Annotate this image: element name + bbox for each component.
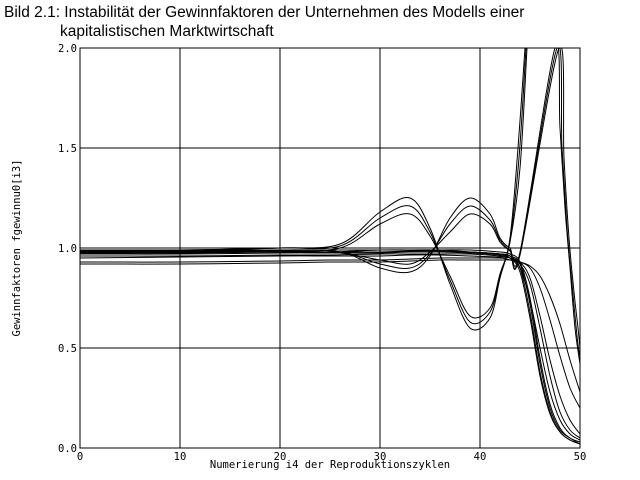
y-tick-label: 0.0 (58, 443, 77, 455)
series-line-1 (80, 249, 580, 443)
y-tick-label: 1.5 (58, 143, 77, 155)
series-line-8 (80, 257, 580, 409)
series-line-7 (80, 254, 580, 435)
series-line-9 (80, 259, 580, 393)
series-line-10 (80, 48, 526, 331)
x-axis-label: Numerierung i4 der Reproduktionszyklen (210, 459, 450, 471)
series-line-4 (80, 250, 580, 445)
series-line-5 (80, 251, 580, 441)
series-group (80, 48, 580, 445)
x-tick-label: 50 (574, 451, 587, 463)
y-tick-label: 0.5 (58, 343, 77, 355)
series-line-15 (80, 48, 580, 349)
chart-title-line-1: Bild 2.1: Instabilität der Gewinnfaktore… (4, 4, 525, 21)
series-line-3 (80, 249, 580, 445)
x-tick-label: 0 (77, 451, 83, 463)
series-line-11 (80, 48, 527, 325)
series-line-14 (80, 48, 580, 359)
x-tick-label: 10 (174, 451, 187, 463)
x-tick-label: 30 (374, 451, 387, 463)
series-line-12 (80, 48, 528, 319)
y-axis-label: Gewinnfaktoren fgewinnu0[i3] (11, 159, 23, 336)
chart-title: Bild 2.1: Instabilität der Gewinnfaktore… (4, 3, 524, 41)
series-line-6 (80, 253, 580, 439)
y-tick-label: 2.0 (58, 43, 77, 55)
y-tick-labels: 0.0 0.5 1.0 1.5 2.0 (58, 43, 77, 455)
plot-frame (79, 47, 581, 449)
series-line-13 (80, 48, 580, 365)
x-tick-label: 40 (474, 451, 487, 463)
series-line-2 (80, 250, 580, 445)
x-tick-labels: 0 10 20 30 40 50 (77, 451, 586, 463)
x-tick-label: 20 (274, 451, 287, 463)
y-tick-label: 1.0 (58, 243, 77, 255)
chart-title-line-2: kapitalistischen Marktwirtschaft (60, 23, 274, 40)
